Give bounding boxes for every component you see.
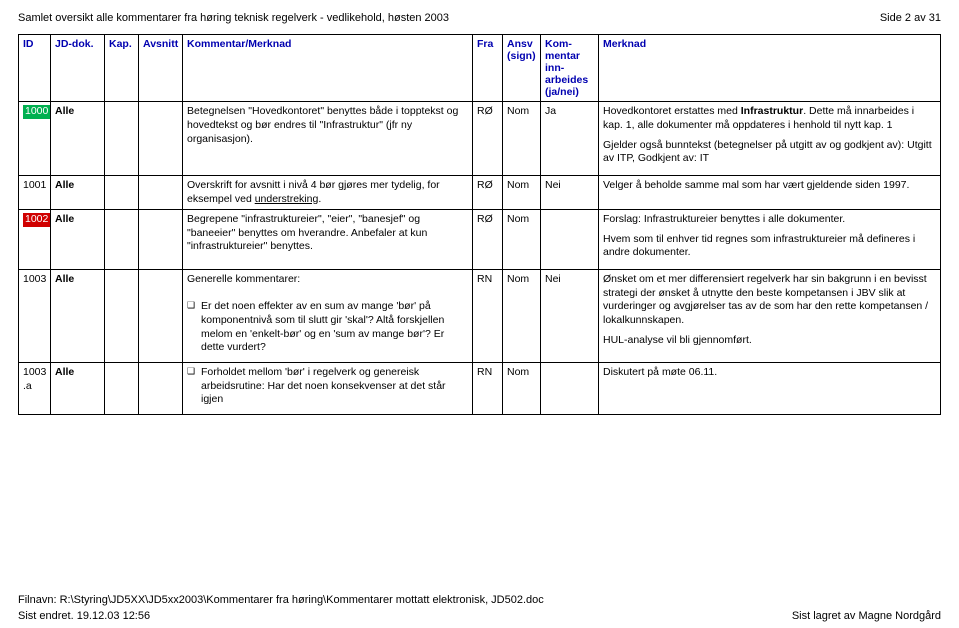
cell-fra: RØ — [473, 102, 503, 176]
cell-jd: Alle — [51, 175, 105, 209]
table-row: 1003Alle Generelle kommentarer:Er det noe… — [19, 270, 941, 363]
cell-merknad: Ønsket om et mer differensiert regelverk… — [599, 270, 941, 363]
table-row: 1003.aAlle Forholdet mellom 'bør' i regel… — [19, 362, 941, 414]
cell-kommentar: Betegnelsen "Hovedkontoret" benyttes båd… — [183, 102, 473, 176]
comments-table: ID JD-dok. Kap. Avsnitt Kommentar/Merkna… — [18, 34, 941, 415]
cell-fra: RN — [473, 270, 503, 363]
cell-fra: RN — [473, 362, 503, 414]
cell-kap — [105, 270, 139, 363]
footer-filepath: Filnavn: R:\Styring\JD5XX\JD5xx2003\Komm… — [18, 594, 941, 606]
cell-merknad: Forslag: Infrastruktureier benyttes i al… — [599, 210, 941, 270]
cell-kap — [105, 210, 139, 270]
cell-ansv: Nom — [503, 362, 541, 414]
cell-kommentar: Overskrift for avsnitt i nivå 4 bør gjør… — [183, 175, 473, 209]
cell-kommentar: Forholdet mellom 'bør' i regelverk og ge… — [183, 362, 473, 414]
cell-inn — [541, 362, 599, 414]
cell-inn: Nei — [541, 270, 599, 363]
page-header: Samlet oversikt alle kommentarer fra hør… — [18, 12, 941, 24]
cell-id: 1003 — [19, 270, 51, 363]
cell-avsnitt — [139, 362, 183, 414]
table-row: 1000Alle Betegnelsen "Hovedkontoret" beny… — [19, 102, 941, 176]
cell-inn: Ja — [541, 102, 599, 176]
cell-ansv: Nom — [503, 210, 541, 270]
col-jd: JD-dok. — [51, 35, 105, 102]
col-id: ID — [19, 35, 51, 102]
cell-jd: Alle — [51, 210, 105, 270]
page-footer: Filnavn: R:\Styring\JD5XX\JD5xx2003\Komm… — [18, 594, 941, 622]
cell-id: 1001 — [19, 175, 51, 209]
cell-avsnitt — [139, 210, 183, 270]
cell-ansv: Nom — [503, 102, 541, 176]
col-kommentar: Kommentar/Merknad — [183, 35, 473, 102]
col-ansv: Ansv (sign) — [503, 35, 541, 102]
col-avsnitt: Avsnitt — [139, 35, 183, 102]
cell-jd: Alle — [51, 362, 105, 414]
footer-last-changed: Sist endret. 19.12.03 12:56 — [18, 610, 150, 622]
cell-fra: RØ — [473, 210, 503, 270]
table-header-row: ID JD-dok. Kap. Avsnitt Kommentar/Merkna… — [19, 35, 941, 102]
cell-merknad: Diskutert på møte 06.11. — [599, 362, 941, 414]
col-kap: Kap. — [105, 35, 139, 102]
cell-ansv: Nom — [503, 270, 541, 363]
table-row: 1001Alle Overskrift for avsnitt i nivå 4 … — [19, 175, 941, 209]
footer-last-saved: Sist lagret av Magne Nordgård — [792, 610, 941, 622]
cell-jd: Alle — [51, 270, 105, 363]
cell-avsnitt — [139, 102, 183, 176]
cell-id: 1002 — [19, 210, 51, 270]
col-fra: Fra — [473, 35, 503, 102]
cell-inn: Nei — [541, 175, 599, 209]
cell-kap — [105, 175, 139, 209]
cell-inn — [541, 210, 599, 270]
cell-ansv: Nom — [503, 175, 541, 209]
table-row: 1002Alle Begrepene "infrastruktureier", "… — [19, 210, 941, 270]
cell-kommentar: Generelle kommentarer:Er det noen effekt… — [183, 270, 473, 363]
cell-id: 1000 — [19, 102, 51, 176]
cell-id: 1003.a — [19, 362, 51, 414]
cell-merknad: Velger å beholde samme mal som har vært … — [599, 175, 941, 209]
col-inn: Kom-mentar inn-arbeides (ja/nei) — [541, 35, 599, 102]
cell-kap — [105, 102, 139, 176]
col-merknad: Merknad — [599, 35, 941, 102]
page-indicator: Side 2 av 31 — [880, 12, 941, 24]
cell-avsnitt — [139, 270, 183, 363]
cell-merknad: Hovedkontoret erstattes med Infrastruktu… — [599, 102, 941, 176]
cell-avsnitt — [139, 175, 183, 209]
cell-kommentar: Begrepene "infrastruktureier", "eier", "… — [183, 210, 473, 270]
cell-fra: RØ — [473, 175, 503, 209]
cell-jd: Alle — [51, 102, 105, 176]
cell-kap — [105, 362, 139, 414]
doc-title: Samlet oversikt alle kommentarer fra hør… — [18, 12, 449, 24]
